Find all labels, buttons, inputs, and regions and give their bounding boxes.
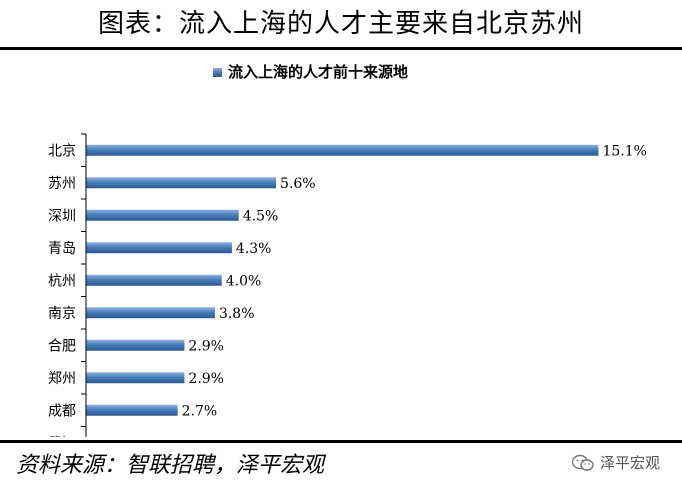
data-label: 3.8% [219,306,255,322]
category-label: 青岛 [48,241,76,257]
category-label: 南京 [48,306,76,322]
category-label: 成都 [48,403,76,419]
data-label: 2.9% [188,371,224,387]
source-note: 资料来源：智联招聘，泽平宏观 [16,453,325,478]
legend-swatch [213,68,222,77]
bar [86,144,599,156]
data-label: 2.5% [175,436,211,437]
data-label: 2.9% [188,338,224,354]
bar [86,404,178,416]
category-label: 郑州 [48,371,76,387]
bar [86,372,185,384]
category-label: 杭州 [48,273,76,289]
bar [86,209,239,221]
data-label: 5.6% [280,176,316,192]
category-label: 苏州 [48,176,76,192]
bar [86,339,185,351]
chart-legend: 流入上海的人才前十来源地 [213,63,408,81]
figure-title: 图表：流入上海的人才主要来自北京苏州 [97,9,584,39]
wechat-icon [572,454,594,471]
legend-label: 流入上海的人才前十来源地 [228,63,408,81]
bar-chart: 流入上海的人才前十来源地 15.1% 5.6%4.5% 4.3% 4.0% 3.8% 2.… [48,63,647,437]
watermark: 泽平宏观 [572,448,660,478]
category-label: 武汉 [48,436,76,437]
data-label: 4.5% [243,208,279,224]
bar [86,274,222,286]
top-rule [0,47,682,50]
watermark-label: 泽平宏观 [600,454,661,472]
data-label: 2.7% [182,403,218,419]
category-label: 合肥 [48,338,76,354]
data-label: 4.0% [226,273,262,289]
bar [86,177,277,189]
category-label: 北京 [48,143,76,159]
bar [86,242,232,254]
category-label: 深圳 [48,208,76,224]
data-label: 4.3% [236,241,272,257]
bar [86,307,215,319]
data-label: 15.1% [602,143,646,159]
bottom-rule [0,440,682,443]
